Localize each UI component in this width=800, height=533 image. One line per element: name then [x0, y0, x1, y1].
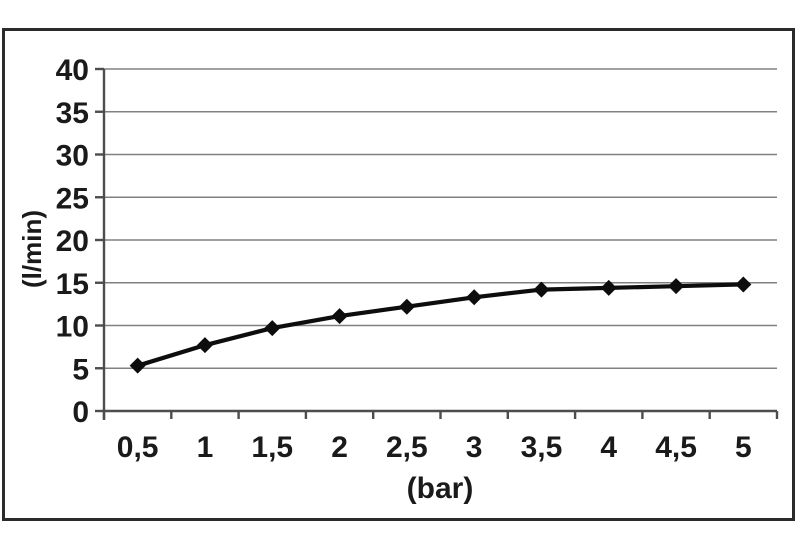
y-axis-title: (l/min): [17, 210, 47, 288]
tick-labels-layer: 0 5 10 15 20 25 30 35 40 0,5 1 1,5 2 2,5 3 3,5 4 4,5 5: [56, 54, 752, 464]
gridlines-layer: [104, 68, 777, 370]
y-tick-label: 15: [56, 268, 89, 301]
flow-curve-line: [135, 282, 746, 368]
data-point-marker: [600, 279, 617, 296]
y-tick-label: 35: [56, 97, 89, 130]
y-tick-label: 25: [56, 182, 89, 215]
y-tick-label: 20: [56, 225, 89, 258]
data-point-marker: [466, 289, 483, 306]
x-tick-label: 5: [735, 431, 752, 464]
data-point-marker: [398, 298, 415, 315]
y-tick-label: 30: [56, 140, 89, 173]
x-tick-label: 1: [197, 431, 214, 464]
data-point-marker: [533, 281, 550, 298]
y-tick-label: 40: [56, 54, 89, 87]
data-point-marker: [668, 278, 685, 295]
y-tick-label: 5: [72, 353, 89, 386]
chart-frame: [2, 28, 795, 521]
series-layer: [129, 276, 752, 374]
x-tick-label: 3,5: [521, 431, 563, 464]
data-point-marker: [735, 276, 752, 293]
axes-layer: [95, 67, 779, 420]
x-tick-label: 2,5: [386, 431, 428, 464]
x-tick-label: 1,5: [251, 431, 293, 464]
data-point-marker: [129, 357, 146, 374]
x-tick-label: 4,5: [655, 431, 697, 464]
data-point-marker: [331, 308, 348, 325]
x-tick-label: 3: [466, 431, 483, 464]
x-axis-title: (bar): [406, 472, 474, 505]
x-tick-label: 0,5: [117, 431, 159, 464]
data-point-marker: [196, 337, 213, 354]
data-point-marker: [264, 320, 281, 337]
y-tick-label: 10: [56, 311, 89, 344]
y-tick-label: 0: [72, 396, 89, 429]
x-tick-label: 2: [331, 431, 348, 464]
x-tick-label: 4: [600, 431, 617, 464]
